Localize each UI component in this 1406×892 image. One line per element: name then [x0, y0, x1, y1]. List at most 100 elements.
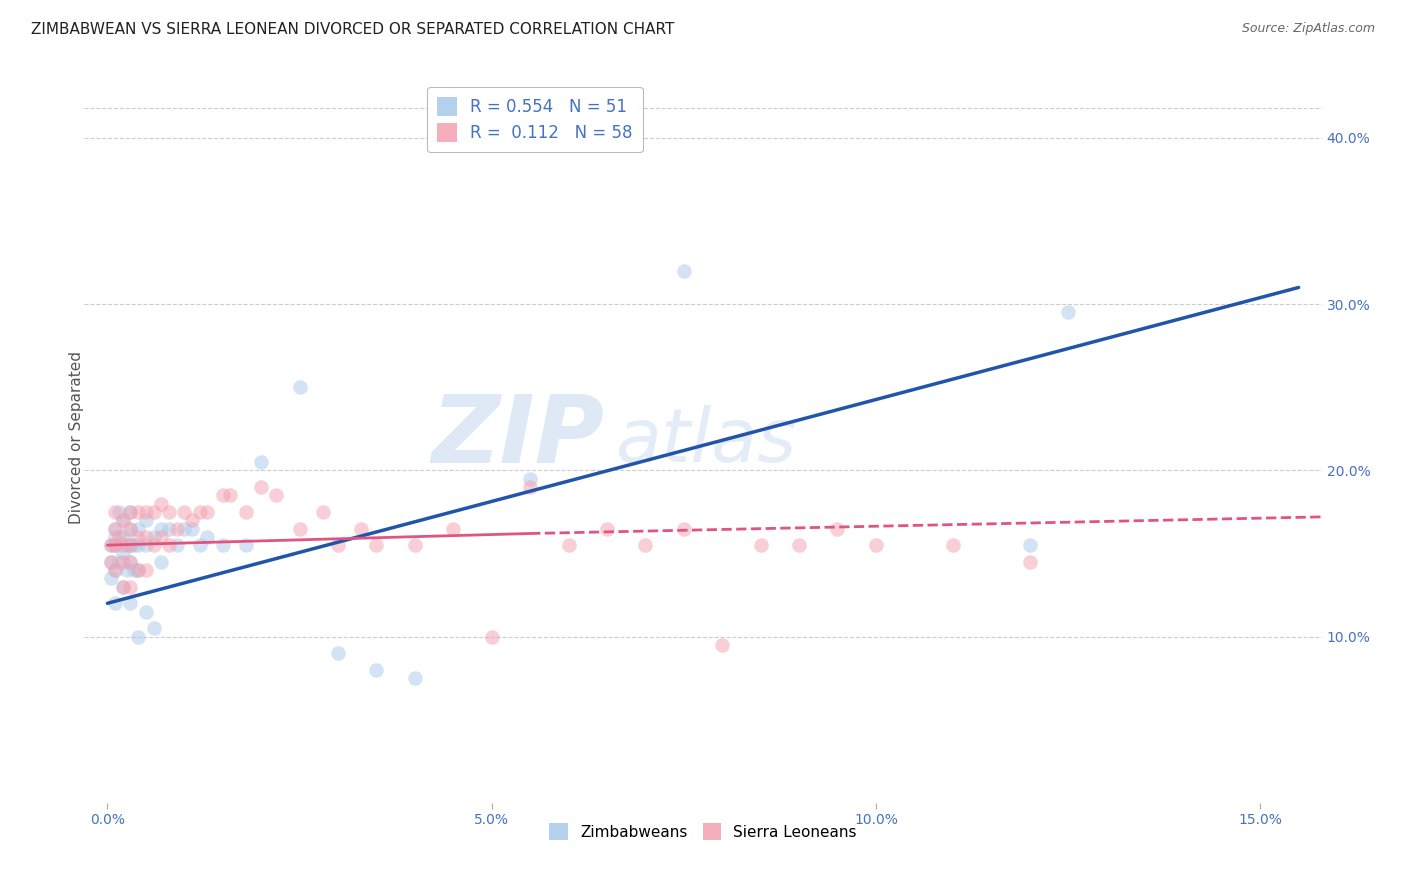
Point: [557, 538, 579, 552]
Point: [166, 521, 188, 535]
Point: [111, 546, 134, 560]
Point: [188, 538, 211, 552]
Point: [157, 538, 180, 552]
Point: [311, 505, 333, 519]
Point: [142, 530, 165, 544]
Point: [104, 538, 127, 552]
Point: [672, 264, 695, 278]
Point: [150, 530, 173, 544]
Text: ZIP: ZIP: [432, 391, 605, 483]
Point: [124, 563, 146, 577]
Legend: Zimbabweans, Sierra Leoneans: Zimbabweans, Sierra Leoneans: [543, 816, 863, 847]
Point: [173, 505, 195, 519]
Point: [157, 505, 180, 519]
Point: [127, 505, 149, 519]
Point: [150, 555, 173, 569]
Point: [142, 505, 165, 519]
Point: [326, 646, 349, 660]
Point: [100, 555, 122, 569]
Point: [404, 671, 426, 685]
Point: [1018, 538, 1040, 552]
Point: [150, 521, 173, 535]
Point: [195, 530, 218, 544]
Point: [104, 596, 127, 610]
Point: [288, 521, 311, 535]
Point: [173, 521, 195, 535]
Point: [104, 521, 127, 535]
Point: [1057, 305, 1080, 319]
Point: [366, 538, 388, 552]
Text: ZIMBABWEAN VS SIERRA LEONEAN DIVORCED OR SEPARATED CORRELATION CHART: ZIMBABWEAN VS SIERRA LEONEAN DIVORCED OR…: [31, 22, 675, 37]
Point: [135, 530, 157, 544]
Point: [634, 538, 657, 552]
Point: [481, 630, 503, 644]
Point: [127, 563, 149, 577]
Point: [142, 538, 165, 552]
Point: [111, 538, 134, 552]
Point: [111, 530, 134, 544]
Text: atlas: atlas: [616, 405, 797, 476]
Point: [104, 530, 127, 544]
Point: [250, 455, 273, 469]
Point: [211, 488, 233, 502]
Point: [181, 521, 204, 535]
Point: [250, 480, 273, 494]
Point: [100, 538, 122, 552]
Point: [104, 538, 127, 552]
Point: [135, 513, 157, 527]
Point: [115, 538, 138, 552]
Point: [711, 638, 734, 652]
Point: [188, 505, 211, 519]
Point: [127, 521, 149, 535]
Point: [111, 580, 134, 594]
Point: [120, 538, 142, 552]
Point: [111, 580, 134, 594]
Point: [104, 563, 127, 577]
Point: [120, 538, 142, 552]
Point: [127, 563, 149, 577]
Point: [596, 521, 619, 535]
Point: [120, 505, 142, 519]
Point: [404, 538, 426, 552]
Point: [1018, 555, 1040, 569]
Point: [441, 521, 464, 535]
Point: [104, 521, 127, 535]
Point: [111, 513, 134, 527]
Point: [942, 538, 965, 552]
Point: [108, 555, 131, 569]
Point: [157, 521, 180, 535]
Point: [120, 580, 142, 594]
Point: [108, 530, 131, 544]
Point: [120, 505, 142, 519]
Point: [120, 555, 142, 569]
Point: [865, 538, 887, 552]
Point: [135, 605, 157, 619]
Point: [150, 497, 173, 511]
Point: [100, 555, 122, 569]
Point: [350, 521, 373, 535]
Point: [519, 480, 541, 494]
Point: [135, 563, 157, 577]
Point: [111, 555, 134, 569]
Point: [111, 513, 134, 527]
Point: [787, 538, 810, 552]
Point: [127, 530, 149, 544]
Point: [100, 571, 122, 585]
Point: [142, 621, 165, 635]
Point: [235, 505, 257, 519]
Point: [166, 538, 188, 552]
Point: [366, 663, 388, 677]
Point: [127, 538, 149, 552]
Point: [219, 488, 242, 502]
Point: [827, 521, 849, 535]
Y-axis label: Divorced or Separated: Divorced or Separated: [69, 351, 83, 524]
Point: [100, 538, 122, 552]
Point: [326, 538, 349, 552]
Point: [120, 596, 142, 610]
Point: [749, 538, 772, 552]
Point: [104, 563, 127, 577]
Point: [672, 521, 695, 535]
Point: [120, 521, 142, 535]
Point: [135, 538, 157, 552]
Point: [288, 380, 311, 394]
